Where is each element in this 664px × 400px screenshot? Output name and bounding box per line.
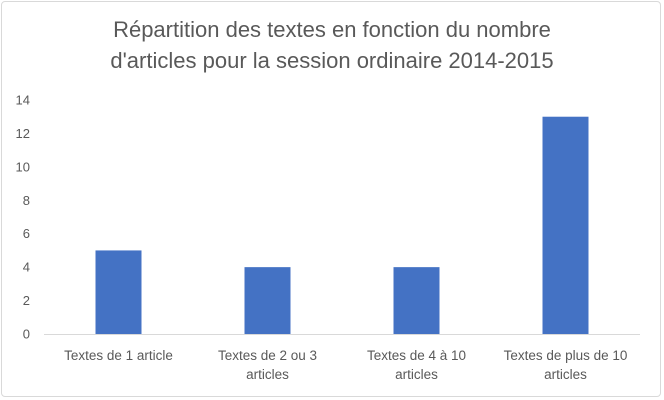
x-category-label: Textes de 4 à 10 articles	[367, 348, 466, 382]
y-tick-label: 8	[23, 193, 30, 208]
bar	[95, 250, 142, 334]
x-category-label-line: Textes de 2 ou 3	[218, 348, 317, 363]
x-category-label-line: articles	[544, 367, 587, 382]
x-category-label: Textes de 1 article	[64, 348, 173, 363]
x-category-label-line: Textes de plus de 10	[504, 348, 628, 363]
y-tick-label: 4	[23, 260, 30, 275]
x-category-label: Textes de 2 ou 3 articles	[218, 348, 317, 382]
x-category-label-line: Textes de 4 à 10	[367, 348, 466, 363]
y-tick-label: 2	[23, 293, 30, 308]
bar	[542, 116, 589, 334]
chart-title-line-1: Répartition des textes en fonction du no…	[113, 17, 551, 42]
y-tick-label: 0	[23, 327, 30, 342]
x-category-label: Textes de plus de 10 articles	[504, 348, 628, 382]
y-tick-label: 12	[16, 126, 30, 141]
x-category-label-line: articles	[246, 367, 289, 382]
y-tick-label: 10	[16, 159, 30, 174]
chart-title: Répartition des textes en fonction du no…	[40, 14, 624, 76]
bar	[393, 267, 440, 334]
bar	[244, 267, 291, 334]
y-tick-label: 14	[16, 93, 30, 108]
x-category-label-line: articles	[395, 367, 438, 382]
y-tick-label: 6	[23, 226, 30, 241]
chart-title-line-2: d'articles pour la session ordinaire 201…	[110, 48, 554, 73]
x-category-label-line: Textes de 1 article	[64, 348, 173, 363]
